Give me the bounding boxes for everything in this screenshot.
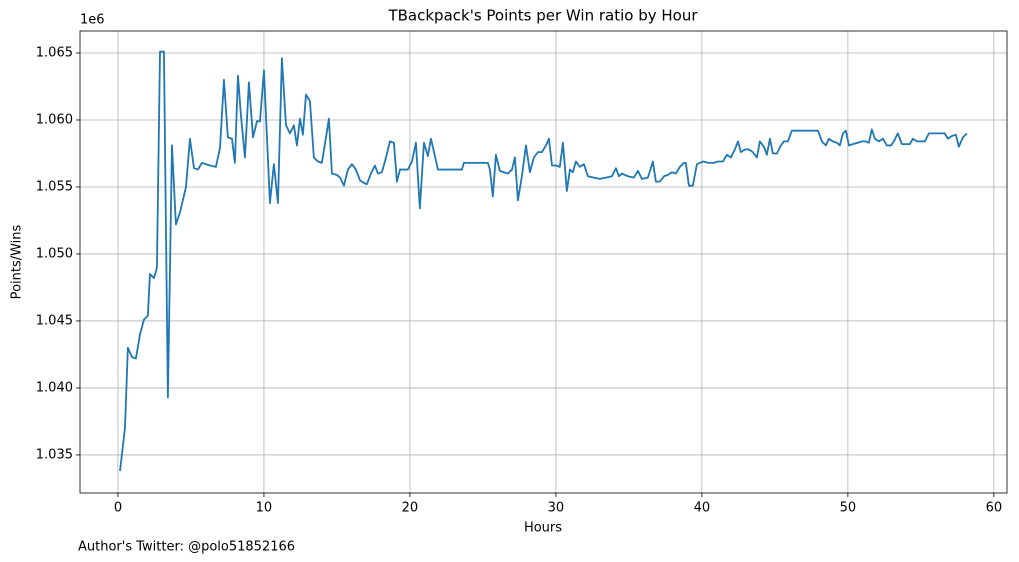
y-tick-label: 1.040: [36, 380, 73, 395]
x-tick-label: 50: [840, 501, 857, 516]
x-tick-label: 10: [256, 501, 273, 516]
x-axis-label: Hours: [524, 521, 562, 536]
y-tick-label: 1.060: [36, 112, 73, 127]
x-tick-label: 60: [986, 501, 1003, 516]
y-offset-label: 1e6: [80, 13, 105, 28]
y-tick-label: 1.065: [36, 45, 73, 60]
y-tick-label: 1.050: [36, 246, 73, 261]
y-tick-label: 1.035: [36, 447, 73, 462]
chart-title: TBackpack's Points per Win ratio by Hour: [387, 7, 698, 25]
footnote: Author's Twitter: @polo51852166: [78, 540, 295, 555]
x-tick-label: 0: [114, 501, 122, 516]
x-tick-label: 30: [548, 501, 565, 516]
plot-frame: [79, 30, 1008, 494]
y-axis-label: Points/Wins: [10, 224, 25, 299]
x-tick-label: 40: [694, 501, 711, 516]
x-tick-label: 20: [402, 501, 419, 516]
y-tick-label: 1.055: [36, 179, 73, 194]
data-line: [119, 50, 968, 472]
y-tick-label: 1.045: [36, 313, 73, 328]
